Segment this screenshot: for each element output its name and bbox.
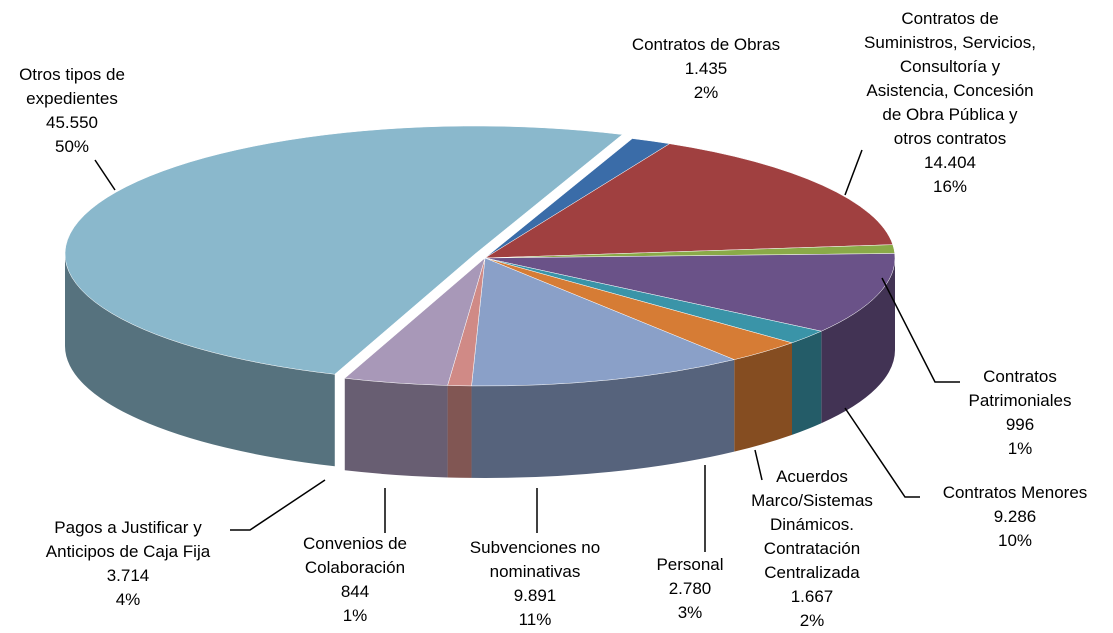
label-line: Patrimoniales <box>969 391 1072 410</box>
label-line: Convenios de <box>303 534 407 553</box>
slice-side <box>734 342 792 452</box>
slice-side <box>344 378 448 478</box>
label-line: Contratos Menores <box>943 483 1088 502</box>
label-line: Contratos de <box>901 9 998 28</box>
value-label: 996 <box>1006 415 1034 434</box>
category-label: Acuerdos Marco/Sistemas Dinámicos. Contrata… <box>751 467 873 582</box>
label-line: Anticipos de Caja Fija <box>46 542 211 561</box>
percent-label: 3% <box>678 603 703 622</box>
percent-label: 50% <box>55 137 89 156</box>
category-label: Personal <box>656 555 723 574</box>
label-line: Asistencia, Concesión <box>866 81 1033 100</box>
label-line: otros contratos <box>894 129 1006 148</box>
label-line: expedientes <box>26 89 118 108</box>
value-label: 9.891 <box>514 586 557 605</box>
label-line: Acuerdos <box>776 467 848 486</box>
slice <box>484 253 896 332</box>
value-label: 844 <box>341 582 369 601</box>
label-line: Contratos de Obras <box>632 35 780 54</box>
label-line: nominativas <box>490 562 581 581</box>
label-line: Suministros, Servicios, <box>864 33 1036 52</box>
leader-line <box>754 449 763 481</box>
percent-label: 1% <box>343 606 368 625</box>
percent-label: 10% <box>998 531 1032 550</box>
leader-line <box>94 159 116 191</box>
leader-line <box>230 479 326 531</box>
label-line: Contratación <box>764 539 860 558</box>
slice <box>344 257 486 386</box>
category-label: Subvenciones no nominativas <box>470 538 600 581</box>
slice <box>64 125 623 375</box>
category-label: Contratos de Suministros, Servicios, Consu… <box>864 9 1036 148</box>
label-line: Marco/Sistemas <box>751 491 873 510</box>
leader-line <box>844 149 863 196</box>
value-label: 9.286 <box>994 507 1037 526</box>
slice <box>484 143 894 259</box>
slice-side <box>821 258 895 424</box>
leader-line <box>881 277 960 383</box>
value-label: 45.550 <box>46 113 98 132</box>
percent-label: 4% <box>116 590 141 609</box>
category-label: Contratos Menores <box>943 483 1088 502</box>
category-label: Pagos a Justificar y Anticipos de Caja Fi… <box>46 518 211 561</box>
category-label: Contratos de Obras <box>632 35 780 54</box>
value-label: 2.780 <box>669 579 712 598</box>
label-line: Personal <box>656 555 723 574</box>
label-line: Contratos <box>983 367 1057 386</box>
label-line: Subvenciones no <box>470 538 600 557</box>
percent-label: 2% <box>800 611 825 630</box>
percent-label: 2% <box>694 83 719 102</box>
category-label: Contratos Patrimoniales <box>969 367 1072 410</box>
category-label: Convenios de Colaboración <box>303 534 407 577</box>
category-label: Otros tipos de expedientes <box>19 65 125 108</box>
slice-side <box>791 331 822 435</box>
label-line: Dinámicos. <box>770 515 854 534</box>
value-label: 3.714 <box>107 566 150 585</box>
value-label: 1.435 <box>685 59 728 78</box>
percent-label: 16% <box>933 177 967 196</box>
label-line: Consultoría y <box>900 57 1001 76</box>
value-label: 14.404 <box>924 153 976 172</box>
percent-label: 1% <box>1008 439 1033 458</box>
slice-side <box>471 359 735 478</box>
value-label: 1.667 <box>791 587 834 606</box>
slice <box>471 257 736 387</box>
label-line: Pagos a Justificar y <box>54 518 202 537</box>
label-line: Centralizada <box>764 563 860 582</box>
slice-side <box>447 385 472 478</box>
label-line: Otros tipos de <box>19 65 125 84</box>
label-line: Colaboración <box>305 558 405 577</box>
leader-line <box>844 407 920 498</box>
label-line: de Obra Pública y <box>882 105 1018 124</box>
percent-label: 11% <box>519 610 552 629</box>
slice-side <box>65 254 335 467</box>
